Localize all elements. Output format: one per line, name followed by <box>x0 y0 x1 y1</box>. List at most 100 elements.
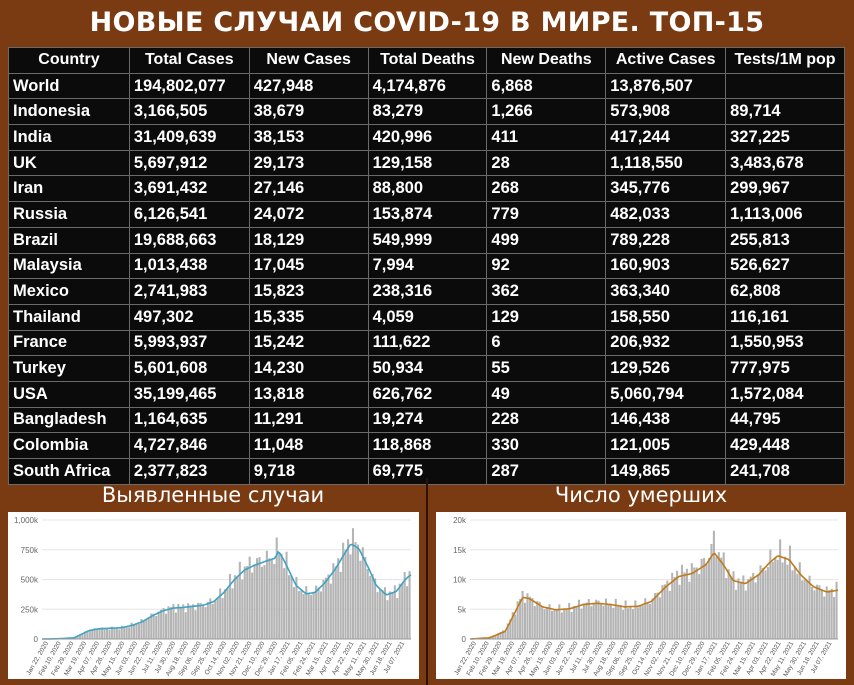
bar <box>553 609 556 639</box>
bar <box>96 629 99 639</box>
bar <box>690 563 693 639</box>
bar <box>342 542 345 639</box>
cell-new-cases: 38,153 <box>248 124 369 151</box>
bar <box>206 601 209 639</box>
table-row: Russia 6,126,541 24,072 153,874 779 482,033 1,… <box>8 201 845 228</box>
bar <box>224 589 227 639</box>
bar <box>383 587 386 639</box>
bar <box>157 611 160 639</box>
bar <box>654 593 657 639</box>
bar <box>631 609 634 639</box>
bar <box>592 603 595 639</box>
table-row: Indonesia 3,166,505 38,679 83,279 1,266 573,9… <box>8 98 845 126</box>
bar <box>258 557 261 639</box>
cell-total-cases: 3,691,432 <box>128 175 250 203</box>
bar <box>658 597 661 639</box>
bar <box>739 581 742 639</box>
cell-active-cases: 363,340 <box>605 278 727 305</box>
y-tick-label: 750k <box>21 546 39 555</box>
bar <box>253 564 256 639</box>
bar <box>786 564 789 639</box>
cell-active-cases: 417,244 <box>605 124 727 151</box>
bar <box>105 628 109 639</box>
cell-country: Brazil <box>8 226 130 254</box>
bar <box>609 603 612 639</box>
bar <box>668 590 671 639</box>
bar <box>590 606 593 639</box>
bar <box>155 616 158 639</box>
cell-total-deaths: 83,279 <box>367 98 488 126</box>
bar <box>172 604 175 639</box>
bar <box>209 598 212 639</box>
bar <box>199 603 202 639</box>
bar <box>825 586 828 639</box>
bar <box>806 580 809 639</box>
cell-active-cases: 482,033 <box>605 201 727 228</box>
bar <box>563 608 566 639</box>
cell-new-deaths: 268 <box>486 175 607 203</box>
table-row: France 5,993,937 15,242 111,622 6 206,932 1,55… <box>8 329 845 357</box>
bar <box>300 590 303 639</box>
bar <box>815 584 818 639</box>
cell-tests-per-1m: 299,967 <box>725 175 845 203</box>
bar <box>577 599 580 639</box>
bar <box>597 600 600 639</box>
bar <box>78 634 81 639</box>
bar <box>568 603 571 639</box>
bar <box>354 542 357 639</box>
bar <box>265 550 268 639</box>
cell-active-cases: 5,060,794 <box>605 380 727 408</box>
bar <box>629 606 632 639</box>
bar <box>228 573 232 639</box>
bar <box>98 629 101 639</box>
bar <box>835 581 838 639</box>
bar <box>509 619 512 639</box>
bar <box>764 570 767 639</box>
bar <box>374 578 377 639</box>
bar <box>830 588 833 639</box>
cell-total-deaths: 88,800 <box>367 175 488 203</box>
bar <box>661 585 664 639</box>
bar <box>663 584 666 639</box>
bar <box>130 622 133 639</box>
cell-total-cases: 35,199,465 <box>128 380 250 408</box>
bar <box>796 573 799 639</box>
table-row: India 31,409,639 38,153 420,996 411 417,244 32… <box>8 124 845 151</box>
cell-total-cases: 497,302 <box>128 303 250 331</box>
cell-total-deaths: 238,316 <box>367 278 488 305</box>
bar <box>811 586 814 639</box>
bar <box>656 592 659 639</box>
bar <box>396 598 399 639</box>
deaths-panel: Число умерших 0 5k 10k 15k 20k Jan 22, 2020 Fe… <box>428 478 854 685</box>
cell-new-cases: 38,679 <box>248 98 369 126</box>
bar <box>81 633 84 639</box>
bar <box>366 568 369 639</box>
cell-total-deaths: 549,999 <box>367 226 488 254</box>
bar <box>585 602 588 639</box>
bar <box>160 609 163 639</box>
cell-country: South Africa <box>8 458 130 485</box>
bar <box>310 594 313 639</box>
y-tick-label: 250k <box>21 605 39 614</box>
bar <box>600 604 603 639</box>
cell-country: Mexico <box>8 278 130 305</box>
bar <box>707 557 711 639</box>
bar <box>214 600 217 639</box>
bar <box>196 602 200 639</box>
bar <box>813 590 816 639</box>
bar <box>627 608 630 639</box>
bar <box>251 572 254 639</box>
cell-active-cases: 1,118,550 <box>605 149 727 177</box>
bar <box>492 635 495 639</box>
bar <box>558 604 561 639</box>
cell-country: France <box>8 329 130 357</box>
cell-active-cases: 345,776 <box>605 175 727 203</box>
deaths-chart-title: Число умерших <box>554 483 728 507</box>
bar <box>194 610 197 639</box>
cell-new-cases: 11,291 <box>248 406 369 434</box>
bar <box>285 551 288 639</box>
bar <box>327 574 330 639</box>
cell-new-cases: 15,823 <box>248 278 369 305</box>
bar <box>113 628 116 639</box>
bar <box>798 562 801 639</box>
